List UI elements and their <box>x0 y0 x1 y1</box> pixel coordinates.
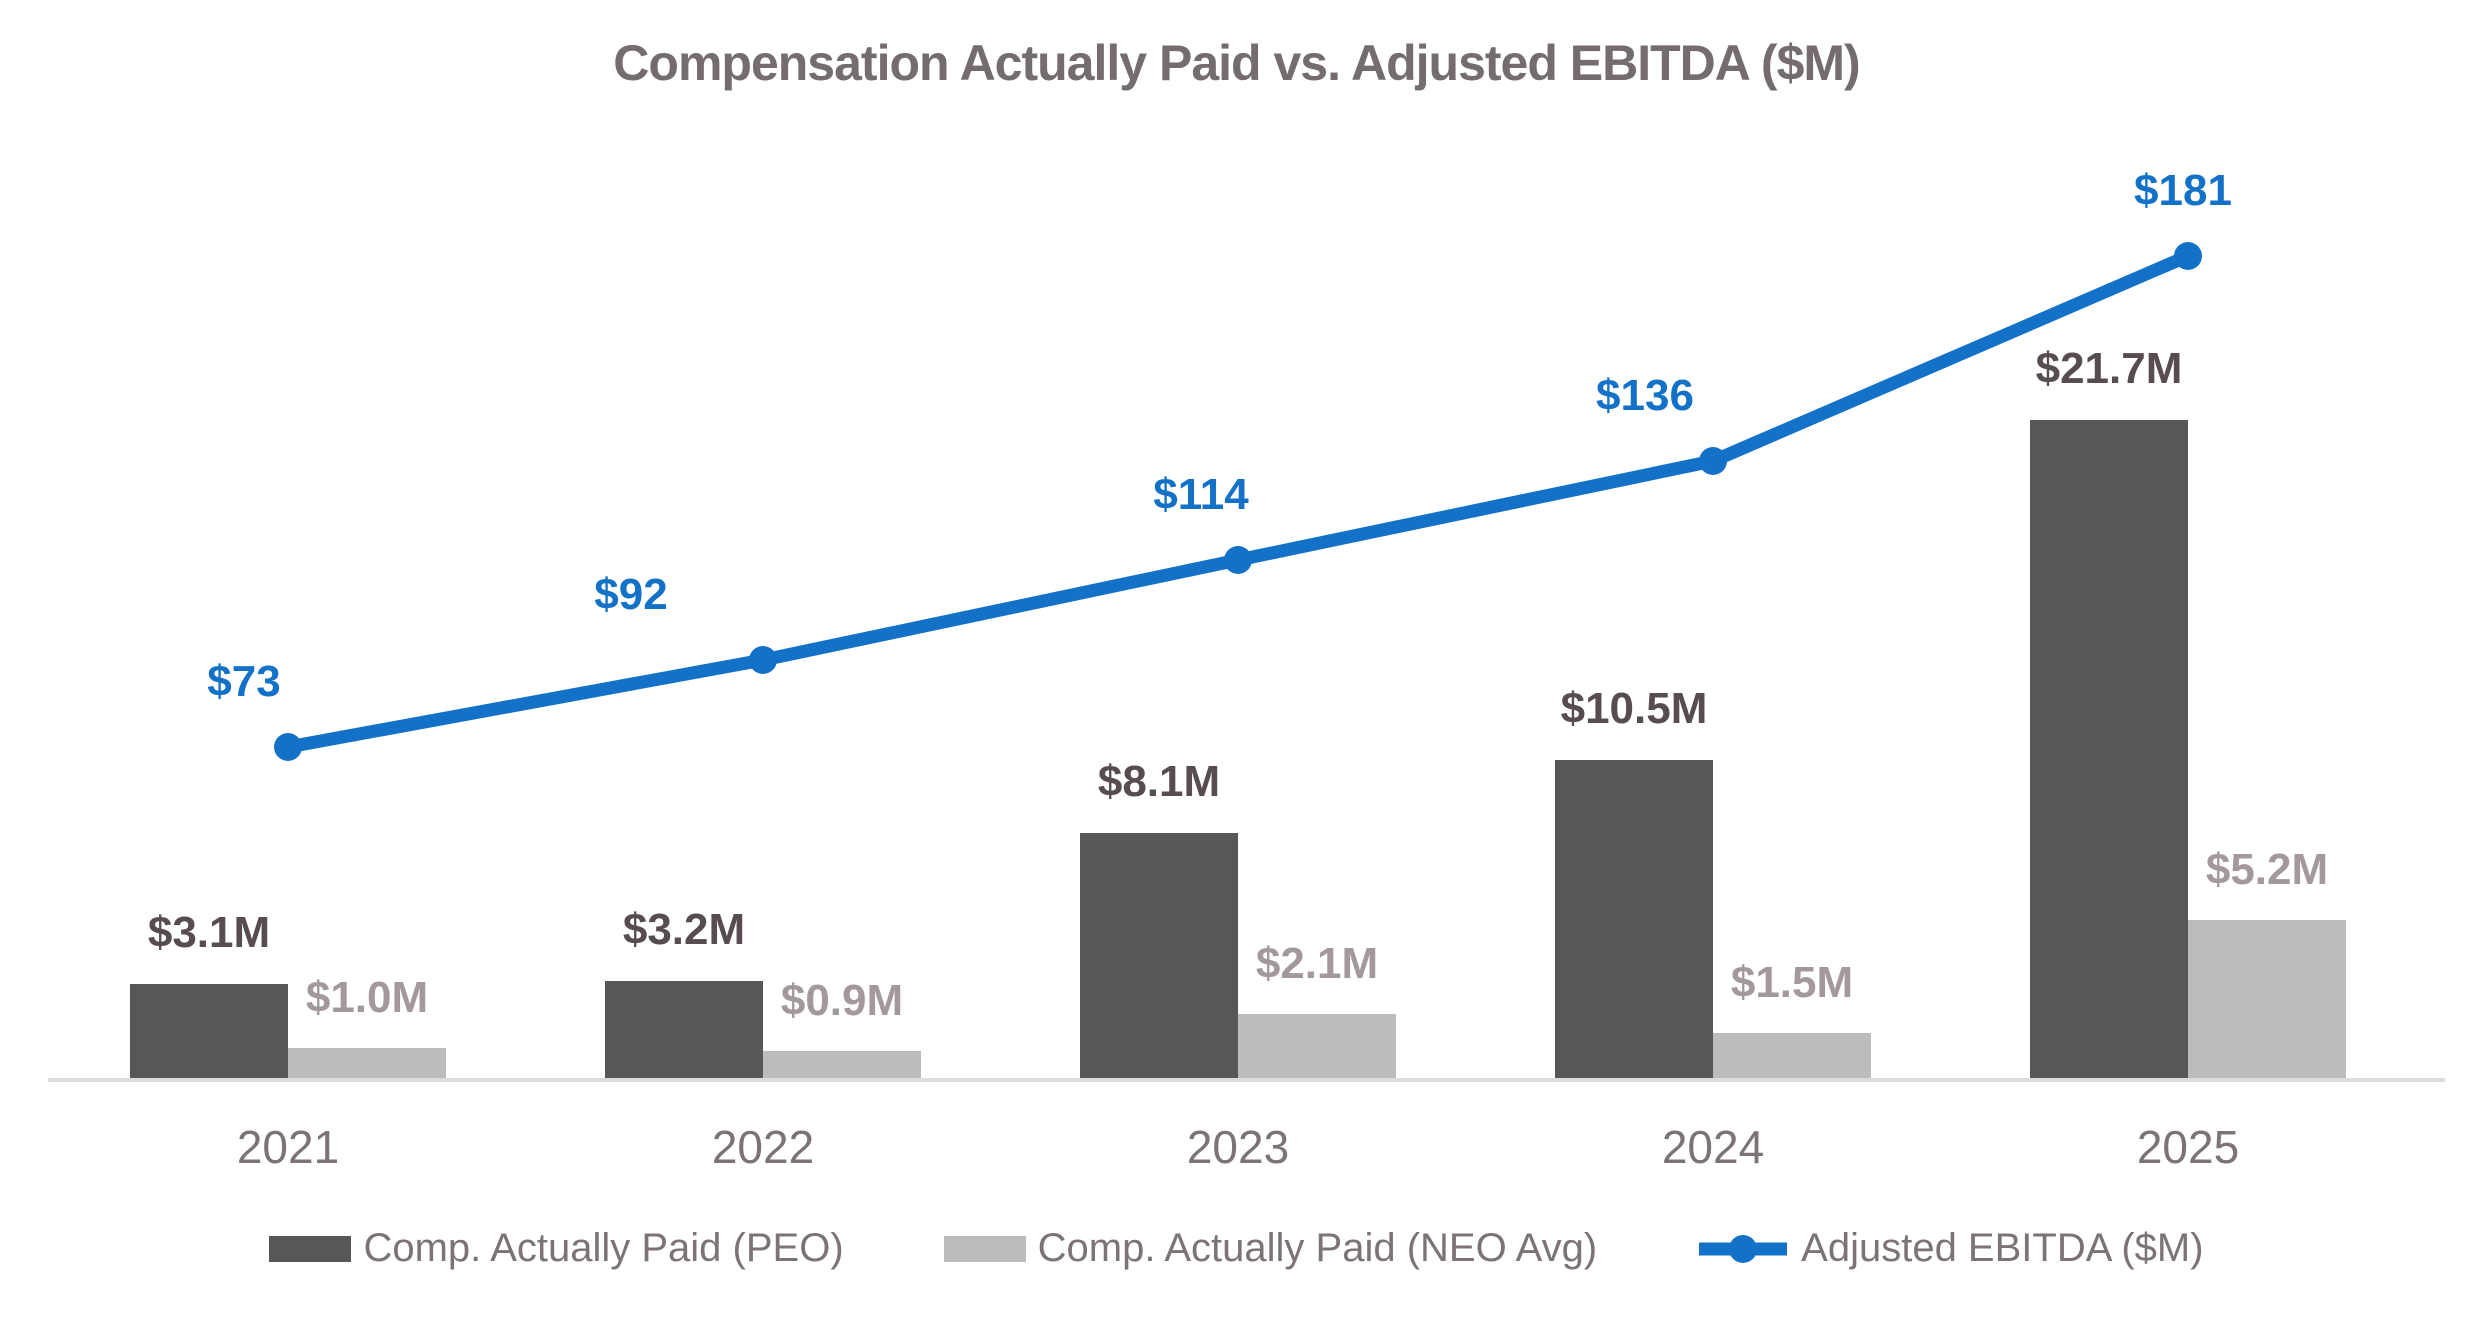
legend: Comp. Actually Paid (PEO) Comp. Actually… <box>0 1226 2473 1271</box>
bar-peo-2023 <box>1080 833 1238 1078</box>
bar-label-peo-2023: $8.1M <box>1097 757 1221 806</box>
x-tick-2025: 2025 <box>2136 1121 2240 1173</box>
bar-label-peo-2025: $21.7M <box>2035 344 2183 393</box>
legend-swatch-neo <box>943 1235 1026 1262</box>
legend-label-neo: Comp. Actually Paid (NEO Avg) <box>1037 1226 1598 1270</box>
legend-item-ebitda: Adjusted EBITDA ($M) <box>1697 1226 2204 1271</box>
bar-peo-2025 <box>2030 420 2188 1078</box>
line-label-2021: $73 <box>207 657 281 706</box>
bar-neo-2023 <box>1238 1014 1396 1078</box>
line-label-2022: $92 <box>594 570 668 619</box>
ebitda-marker-2021 <box>274 733 302 761</box>
bar-label-neo-2022: $0.9M <box>780 976 904 1025</box>
bar-label-peo-2021: $3.1M <box>147 908 271 957</box>
chart-title: Compensation Actually Paid vs. Adjusted … <box>613 35 1860 91</box>
bar-neo-2024 <box>1713 1033 1871 1078</box>
legend-label-ebitda: Adjusted EBITDA ($M) <box>1801 1226 2204 1270</box>
bar-label-neo-2024: $1.5M <box>1730 958 1854 1007</box>
ebitda-marker-2023 <box>1224 546 1252 574</box>
bar-peo-2022 <box>605 981 763 1078</box>
bar-peo-2021 <box>130 984 288 1078</box>
legend-item-peo: Comp. Actually Paid (PEO) <box>269 1226 844 1271</box>
bar-peo-2024 <box>1555 760 1713 1078</box>
bar-label-peo-2024: $10.5M <box>1560 684 1708 733</box>
line-label-2023: $114 <box>1153 470 1249 519</box>
bar-neo-2021 <box>288 1048 446 1078</box>
legend-line-marker-icon <box>1699 1234 1788 1263</box>
legend-label-peo: Comp. Actually Paid (PEO) <box>363 1226 844 1270</box>
ebitda-marker-2022 <box>749 646 777 674</box>
legend-swatch-peo <box>269 1235 352 1262</box>
x-tick-2021: 2021 <box>236 1121 340 1173</box>
legend-item-neo: Comp. Actually Paid (NEO Avg) <box>943 1226 1598 1271</box>
bar-neo-2022 <box>763 1051 921 1078</box>
bar-label-neo-2023: $2.1M <box>1255 939 1379 988</box>
ebitda-marker-2024 <box>1699 447 1727 475</box>
x-tick-2022: 2022 <box>711 1121 815 1173</box>
line-label-2024: $136 <box>1596 371 1694 420</box>
x-tick-2023: 2023 <box>1186 1121 1290 1173</box>
bar-label-peo-2022: $3.2M <box>622 905 746 954</box>
x-tick-2024: 2024 <box>1661 1121 1765 1173</box>
bar-label-neo-2021: $1.0M <box>305 973 429 1022</box>
bar-neo-2025 <box>2188 920 2346 1078</box>
line-label-2025: $181 <box>2134 166 2232 215</box>
x-axis-line <box>48 1078 2445 1082</box>
ebitda-marker-2025 <box>2174 242 2202 270</box>
bar-label-neo-2025: $5.2M <box>2205 845 2329 894</box>
